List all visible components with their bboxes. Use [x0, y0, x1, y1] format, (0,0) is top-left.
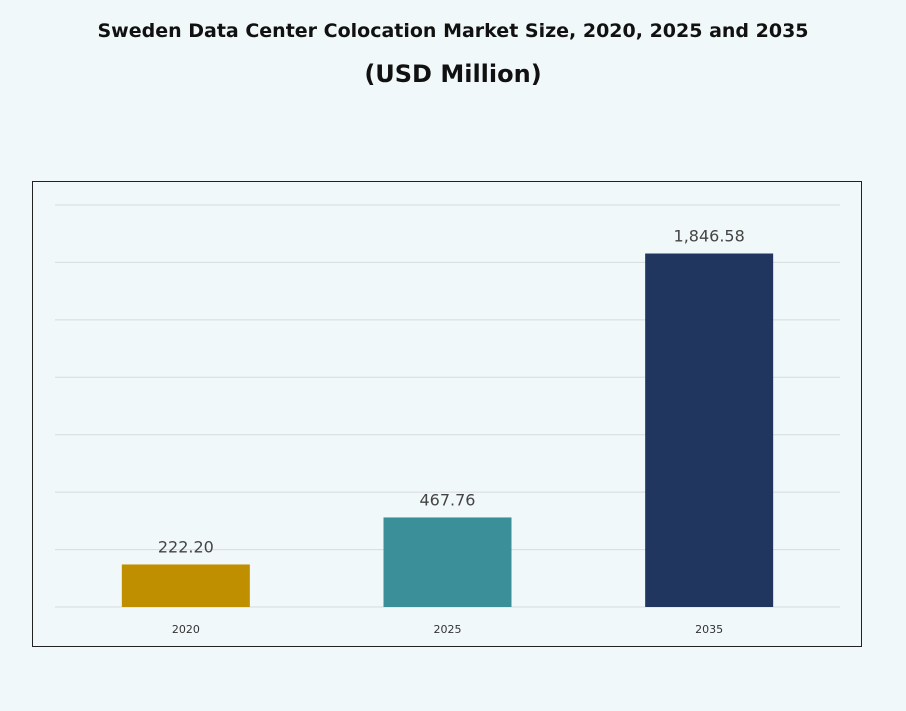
- x-tick-label: 2025: [434, 623, 462, 636]
- data-label: 222.20: [158, 537, 214, 556]
- bar-2020: [121, 564, 250, 607]
- chart-title: Sweden Data Center Colocation Market Siz…: [97, 20, 809, 42]
- x-tick-label: 2020: [172, 623, 200, 636]
- bar-2035: [645, 253, 774, 607]
- data-label: 467.76: [420, 490, 476, 509]
- bar-2025: [383, 517, 512, 607]
- chart-frame: [32, 181, 862, 647]
- data-label: 1,846.58: [674, 227, 745, 246]
- x-tick-label: 2035: [695, 623, 723, 636]
- chart-subtitle: (USD Million): [364, 60, 542, 88]
